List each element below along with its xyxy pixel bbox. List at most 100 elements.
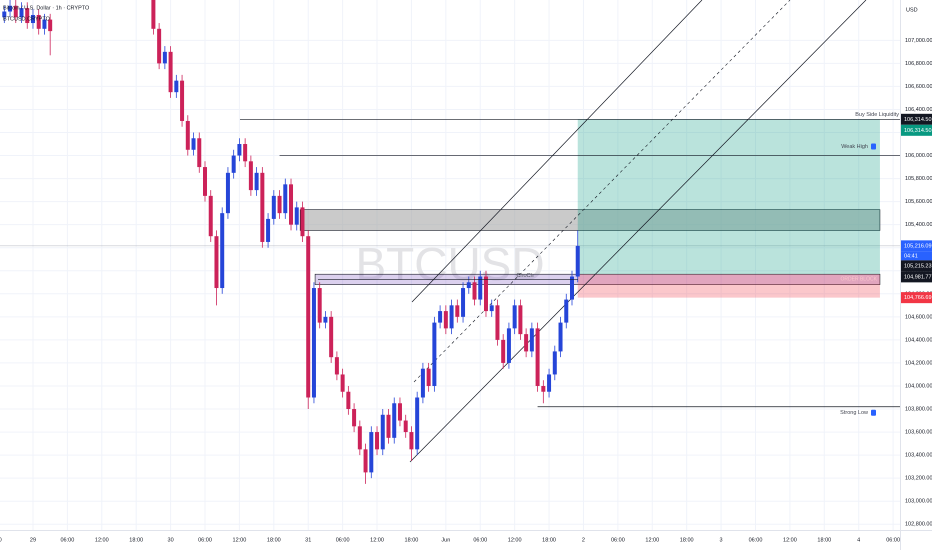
y-tick-label: 103,000.00 — [905, 499, 932, 505]
y-tick-label: 105,400.00 — [905, 222, 932, 228]
x-tick-label: 06:00 — [749, 537, 763, 543]
y-tick-label: 106,400.00 — [905, 107, 932, 113]
channel-upper — [411, 0, 703, 303]
candle-body — [260, 172, 265, 242]
candle-body — [535, 328, 540, 386]
candle-body — [294, 207, 299, 225]
zone — [314, 273, 881, 285]
candle-body — [501, 339, 506, 363]
candle-body — [392, 403, 397, 438]
candle-body — [529, 328, 534, 352]
price-badge-label: 104,766.69 — [904, 295, 932, 301]
overlay: Buy Side Liquidity Weak High Strong Low Cho… — [239, 112, 900, 416]
channel-lower — [409, 0, 867, 463]
candle-body — [271, 195, 276, 219]
price-badge — [901, 260, 932, 272]
candle-body — [438, 311, 443, 323]
x-tick-label: 12:00 — [370, 537, 384, 543]
channel-mid — [413, 0, 791, 383]
candle-body — [323, 316, 328, 323]
candle-body — [174, 80, 179, 93]
candle-body — [426, 368, 431, 386]
level-label: Buy Side Liquidity — [855, 112, 899, 118]
x-tick-label: 3 — [720, 537, 723, 543]
x-tick-label: 18:00 — [817, 537, 831, 543]
candle-body — [357, 426, 362, 450]
x-tick-label: 18:00 — [542, 537, 556, 543]
candle-body — [180, 80, 185, 121]
axis: 102,800.00 103,000.00 103,200.00 103,400.00… — [0, 38, 932, 543]
candle-body — [248, 161, 253, 191]
y-tick-label: 103,600.00 — [905, 430, 932, 436]
candle-body — [2, 11, 7, 18]
y-tick-label: 105,800.00 — [905, 176, 932, 182]
candle-body — [340, 374, 345, 392]
y-tick-label: 103,200.00 — [905, 476, 932, 482]
candle-body — [352, 409, 357, 427]
x-tick-label: 06:00 — [336, 537, 350, 543]
y-tick-label: 105,600.00 — [905, 199, 932, 205]
candle-body — [478, 276, 483, 300]
candle-body — [42, 19, 47, 29]
candle-body — [151, 0, 156, 29]
price-badge — [901, 240, 932, 252]
candle-body — [506, 328, 511, 363]
level-label: Weak High — [841, 144, 868, 150]
countdown-bg — [901, 251, 932, 261]
x-tick-label: 06:00 — [473, 537, 487, 543]
price-badge — [901, 292, 932, 304]
candle-body — [547, 374, 552, 392]
candle-body — [575, 245, 580, 277]
candle-body — [420, 368, 425, 398]
candle-body — [380, 414, 385, 450]
zone — [577, 274, 880, 298]
candle-body — [449, 305, 454, 329]
candle-body — [289, 184, 294, 225]
candle-body — [558, 322, 563, 352]
candle-body — [334, 357, 339, 375]
candle-body — [203, 167, 208, 196]
price-badge — [901, 113, 932, 125]
x-tick-label: 29 — [30, 537, 36, 543]
price-badge-label: 105,215.23 — [904, 263, 932, 269]
level-icon — [871, 143, 876, 150]
price-badge — [901, 124, 932, 136]
y-tick-label: 102,800.00 — [905, 522, 932, 528]
price-badge-label: 106,314.50 — [904, 117, 932, 123]
candle-body — [489, 305, 494, 312]
y-tick-label: 106,800.00 — [905, 61, 932, 67]
candle-body — [552, 351, 557, 375]
x-tick-label: 00 — [0, 537, 2, 543]
candle-body — [375, 432, 380, 450]
x-tick-label: 31 — [305, 537, 311, 543]
candle-body — [386, 414, 391, 438]
candle-body — [541, 385, 546, 392]
x-tick-label: 06:00 — [60, 537, 74, 543]
candle-body — [243, 144, 248, 162]
candle-body — [214, 236, 219, 289]
candle-body — [157, 28, 162, 64]
candle-body — [8, 5, 13, 12]
x-tick-label: 12:00 — [783, 537, 797, 543]
x-tick-label: 30 — [168, 537, 174, 543]
candle-body — [30, 14, 35, 24]
x-tick-label: 4 — [857, 537, 860, 543]
price-badge-label: 105,216.09 — [904, 243, 932, 249]
candle-body — [415, 397, 420, 450]
x-tick-label: Jun — [441, 537, 450, 543]
candle-body — [231, 155, 236, 173]
candle-body — [461, 288, 466, 317]
candle-body — [191, 138, 196, 150]
candle-body — [283, 184, 288, 214]
chart-title: Bitcoin / U.S. Dollar · 1h · CRYPTO — [3, 5, 90, 11]
y-tick-label: 104,000.00 — [905, 383, 932, 389]
candle-body — [564, 299, 569, 323]
x-tick-label: 06:00 — [886, 537, 900, 543]
x-tick-label: 18:00 — [405, 537, 419, 543]
candle-body — [329, 316, 334, 358]
zone — [577, 119, 880, 275]
candle-body — [403, 420, 408, 433]
candle-body — [162, 51, 167, 64]
candle-body — [306, 236, 311, 398]
